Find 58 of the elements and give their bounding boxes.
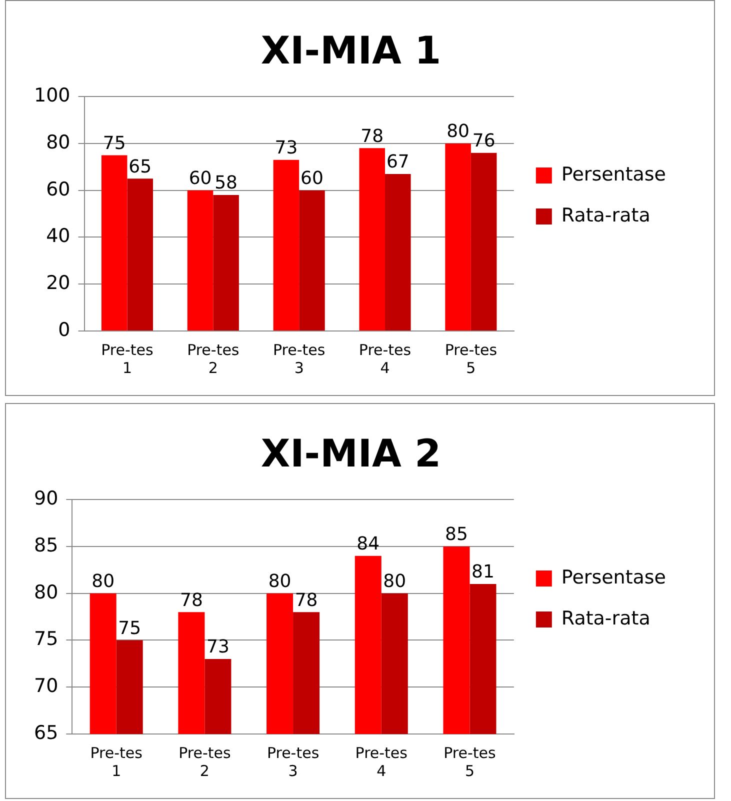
y-tick-label: 80 bbox=[46, 131, 70, 154]
x-tick-label: Pre-tes 1 bbox=[90, 744, 143, 780]
y-tick-label: 90 bbox=[34, 488, 58, 510]
x-tick-label: Pre-tes 4 bbox=[355, 744, 408, 780]
chart-title: XI-MIA 1 bbox=[260, 28, 442, 73]
y-tick-label: 75 bbox=[34, 628, 58, 650]
bar bbox=[213, 195, 239, 330]
data-label: 75 bbox=[118, 618, 142, 639]
data-label: 81 bbox=[472, 562, 494, 583]
bar bbox=[273, 160, 300, 330]
legend-label: Persentase bbox=[561, 163, 666, 186]
bar bbox=[359, 148, 386, 330]
data-label: 80 bbox=[92, 571, 115, 592]
data-label: 80 bbox=[446, 121, 470, 142]
x-tick-label: Pre-tes 3 bbox=[272, 340, 326, 377]
data-label: 78 bbox=[360, 126, 384, 147]
data-label: 78 bbox=[294, 590, 318, 611]
bar bbox=[470, 152, 497, 330]
data-label: 73 bbox=[206, 636, 230, 658]
y-tick-label: 40 bbox=[46, 225, 70, 248]
x-tick-label: Pre-tes 2 bbox=[187, 340, 240, 377]
legend-label: Rata-rata bbox=[561, 204, 650, 226]
x-tick-label: Pre-tes 3 bbox=[266, 744, 320, 780]
x-tick-label: Pre-tes 5 bbox=[444, 744, 496, 780]
x-tick-label: Pre-tes 2 bbox=[178, 744, 231, 780]
y-tick-label: 60 bbox=[46, 178, 70, 200]
data-label: 80 bbox=[268, 571, 292, 592]
y-tick-label: 0 bbox=[58, 318, 70, 341]
data-label: 80 bbox=[383, 571, 406, 592]
data-label: 78 bbox=[180, 590, 203, 611]
y-tick-label: 20 bbox=[46, 272, 70, 294]
chart-title: XI-MIA 2 bbox=[260, 432, 442, 476]
data-label: 60 bbox=[300, 168, 324, 190]
y-tick-label: 85 bbox=[34, 534, 58, 556]
y-tick-label: 65 bbox=[34, 722, 58, 744]
bar bbox=[127, 178, 154, 330]
data-label: 65 bbox=[128, 156, 152, 178]
bar bbox=[385, 174, 411, 330]
bar bbox=[299, 190, 325, 330]
x-tick-label: Pre-tes 4 bbox=[358, 340, 412, 377]
y-tick-label: 70 bbox=[34, 675, 58, 698]
legend-label: Rata-rata bbox=[561, 607, 650, 630]
data-label: 67 bbox=[386, 152, 410, 173]
data-label: 76 bbox=[472, 130, 496, 152]
data-label: 58 bbox=[214, 172, 238, 194]
bar bbox=[445, 143, 471, 330]
data-label: 75 bbox=[102, 132, 126, 154]
y-tick-label: 100 bbox=[34, 84, 70, 107]
data-label: 60 bbox=[188, 168, 212, 190]
bar bbox=[187, 190, 214, 330]
data-label: 73 bbox=[274, 138, 298, 159]
x-tick-label: Pre-tes 5 bbox=[444, 340, 498, 377]
data-label: 84 bbox=[356, 534, 380, 555]
y-tick-label: 80 bbox=[34, 581, 58, 604]
bar bbox=[101, 155, 128, 330]
data-label: 85 bbox=[445, 524, 468, 546]
legend-label: Persentase bbox=[561, 566, 666, 588]
x-tick-label: Pre-tes 1 bbox=[101, 340, 154, 377]
